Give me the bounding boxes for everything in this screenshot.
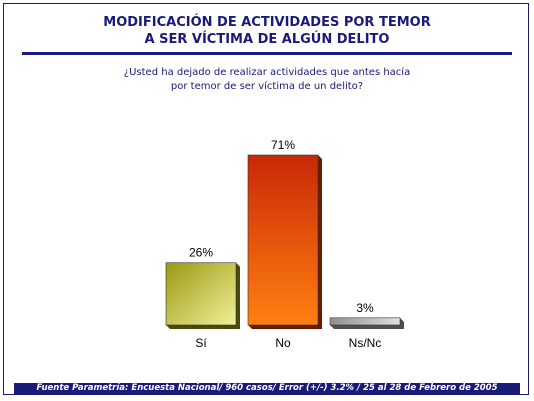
category-label-0: Sí [195, 336, 207, 350]
title-divider [22, 52, 512, 55]
bar-1 [247, 154, 319, 326]
survey-question: ¿Usted ha dejado de realizar actividades… [123, 67, 411, 92]
bar-2 [329, 317, 401, 326]
category-label-1: No [275, 336, 291, 350]
data-label-0: 26% [189, 246, 213, 260]
data-label-1: 71% [271, 138, 295, 152]
source-footer: Fuente Parametría: Encuesta Nacional/ 96… [14, 383, 520, 394]
data-label-2: 3% [356, 301, 374, 315]
bar-shadow-2 [330, 317, 404, 329]
chart-title: MODIFICACIÓN DE ACTIVIDADES POR TEMOR A … [103, 15, 431, 47]
category-label-2: Ns/Nc [349, 336, 382, 350]
bar-0 [165, 262, 237, 326]
